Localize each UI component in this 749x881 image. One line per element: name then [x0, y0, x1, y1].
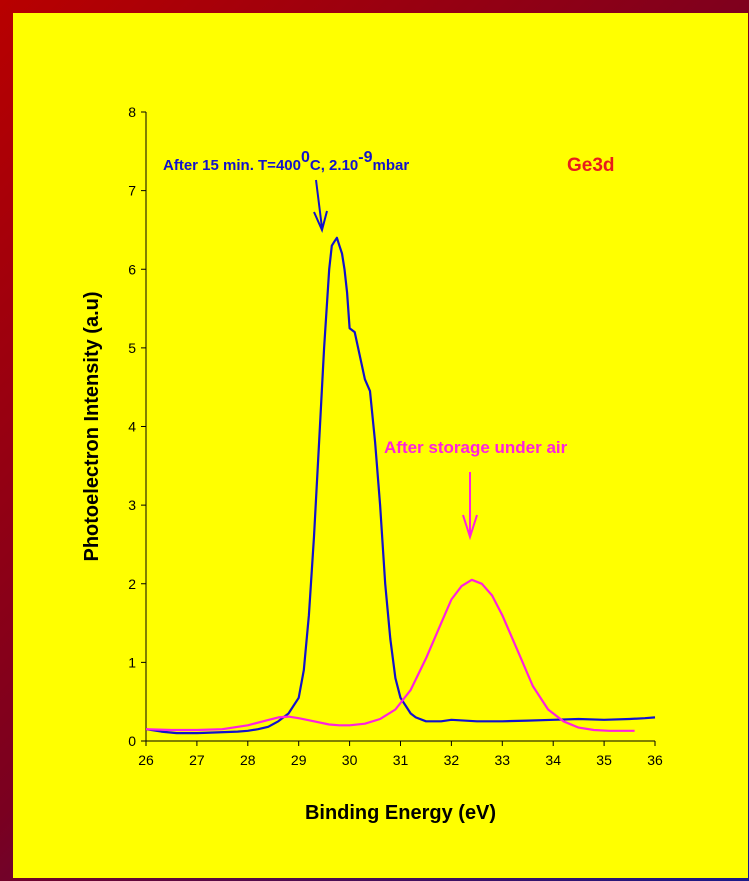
y-tick-label: 5 [128, 340, 136, 356]
series-layer [145, 236, 656, 735]
y-axis-title: Photoelectron Intensity (a.u) [81, 291, 103, 561]
x-tick-label: 28 [240, 752, 256, 768]
y-tick-label: 4 [128, 419, 136, 435]
y-tick-label: 3 [128, 497, 136, 513]
series-line-1 [145, 236, 656, 735]
y-tick-label: 6 [128, 261, 136, 277]
x-tick-label: 30 [342, 752, 358, 768]
annotation-ge3d: Ge3d [567, 155, 615, 176]
x-tick-label: 29 [291, 752, 307, 768]
plot-area [146, 112, 655, 741]
series-line-2 [145, 578, 635, 732]
y-tick-label: 7 [128, 183, 136, 199]
x-tick-label: 26 [138, 752, 154, 768]
chart-panel [13, 13, 748, 878]
arrow-air-head [462, 514, 478, 541]
x-tick-label: 27 [189, 752, 205, 768]
y-tick-label: 1 [128, 654, 136, 670]
arrow-heated-head [313, 210, 328, 234]
x-tick-label: 36 [647, 752, 663, 768]
x-tick-label: 34 [545, 752, 561, 768]
y-tick-label: 0 [128, 733, 136, 749]
annotation-air: After storage under air [384, 438, 568, 457]
annotation-heated: After 15 min. T=4000C, 2.10-9mbar [163, 149, 409, 174]
x-axis-title: Binding Energy (eV) [305, 802, 496, 824]
y-tick-label: 2 [128, 576, 136, 592]
annotation-layer: After 15 min. T=4000C, 2.10-9mbar After s… [163, 149, 615, 541]
x-tick-label: 33 [495, 752, 511, 768]
x-tick-label: 31 [393, 752, 409, 768]
x-tick-label: 35 [596, 752, 612, 768]
x-tick-label: 32 [444, 752, 460, 768]
y-tick-label: 8 [128, 104, 136, 120]
arrow-heated [315, 179, 323, 229]
